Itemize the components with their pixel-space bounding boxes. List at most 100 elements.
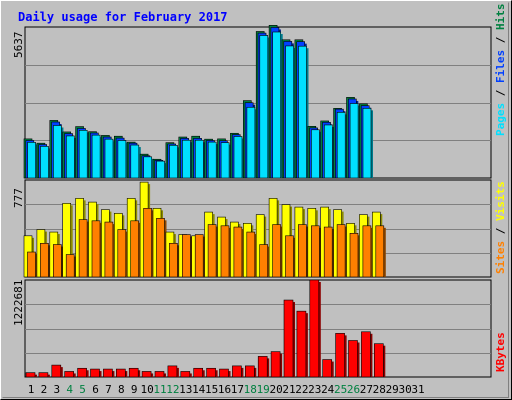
bar-kbytes-day-3-shadow [60,367,63,377]
bar-kbytes-day-26-face [348,340,358,378]
bar-kbytes-day-3 [51,364,63,378]
bar-kbytes-day-23 [309,279,321,378]
bar-sites-day-5-face [78,219,88,278]
bar-kbytes-day-14-shadow [202,370,205,377]
legend-kbytes: KBytes [494,332,507,372]
bar-kbytes-day-16 [219,368,231,378]
bar-sites-day-9-face [130,220,139,278]
x-tick-label-day-5: 5 [79,383,86,396]
bar-sites-day-10 [143,208,154,278]
bar-kbytes-day-20-face [270,351,281,378]
bar-kbytes-day-20-shadow [280,353,283,377]
bar-sites-day-17-shadow [241,229,244,277]
bar-pages-day-9-shadow [138,147,141,178]
bar-sites-day-5 [78,219,90,278]
bar-kbytes-day-2-face [38,372,49,378]
bar-sites-day-15-shadow [216,226,219,277]
bar-pages-day-15-face [207,141,217,179]
bar-kbytes-day-8 [116,368,128,378]
bar-pages-day-21-face [285,45,294,179]
bar-sites-day-7-face [104,221,114,278]
x-tick-label-day-10: 10 [140,383,153,396]
bar-sites-day-11 [156,218,167,278]
bar-pages-day-9 [130,144,141,179]
bar-pages-day-1 [27,142,38,179]
bar-sites-day-1-shadow [35,254,38,277]
x-tick-label-day-26: 26 [347,383,360,396]
y-max-label-visits: 777 [12,188,25,208]
bar-pages-day-25-face [336,112,346,179]
bar-sites-day-16-face [220,225,230,278]
bar-kbytes-day-4 [64,371,76,378]
bar-sites-day-16-shadow [229,227,231,277]
bar-sites-day-14-shadow [203,236,206,277]
x-tick-label-day-28: 28 [373,383,386,396]
x-tick-label-day-18: 18 [244,383,257,396]
bar-sites-day-20 [272,224,283,278]
bar-pages-day-20 [272,31,283,179]
bar-pages-day-24-face [323,124,333,179]
x-tick-label-day-9: 9 [131,383,138,396]
bar-sites-day-21 [285,235,296,278]
bar-kbytes-day-13-shadow [189,373,192,377]
bar-kbytes-day-22 [296,310,308,378]
bar-sites-day-15-face [207,224,217,278]
bar-pages-day-20-face [272,31,282,179]
bar-pages-day-26 [349,103,361,179]
bar-pages-day-13-shadow [190,142,193,178]
bar-kbytes-day-9-shadow [138,370,141,377]
bar-kbytes-day-28 [373,343,386,378]
bar-sites-day-6-face [91,220,101,278]
bar-pages-day-21 [285,45,296,179]
x-tick-label-day-8: 8 [118,383,125,396]
x-tick-label-day-27: 27 [360,383,373,396]
bar-kbytes-day-25-shadow [344,335,347,377]
bar-sites-day-27-shadow [370,227,373,277]
bar-kbytes-day-22-face [296,310,307,378]
bar-kbytes-day-28-shadow [383,345,386,377]
bar-pages-day-8 [117,140,128,179]
bar-kbytes-day-17-shadow [241,367,244,377]
chart-title: Daily usage for February 2017 [18,10,228,24]
bar-pages-day-23-shadow [319,131,322,178]
bar-pages-day-5 [78,130,90,179]
bar-pages-day-11 [156,160,167,179]
bar-kbytes-day-12 [167,365,179,378]
bar-kbytes-day-1-face [25,372,36,378]
bar-pages-day-13 [182,139,193,179]
bar-sites-day-10-shadow [151,210,154,277]
bar-pages-day-11-face [156,160,165,179]
bar-kbytes-day-26 [348,340,360,378]
bar-sites-day-28-shadow [383,227,386,277]
bar-kbytes-day-1-shadow [35,374,37,377]
bar-kbytes-day-8-shadow [125,371,128,377]
bar-pages-day-23 [311,129,322,179]
bar-sites-day-3-shadow [61,246,64,277]
bar-pages-day-10-face [143,156,152,179]
bar-pages-day-13-face [182,139,191,179]
bar-kbytes-day-21-face [283,299,294,378]
bar-kbytes-day-19-face [257,356,268,378]
bar-kbytes-day-15 [206,367,218,378]
bar-kbytes-day-17-face [232,365,242,378]
bar-kbytes-day-20 [270,351,283,378]
bar-pages-day-9-face [130,144,140,179]
bar-sites-day-20-shadow [280,226,283,277]
bar-sites-day-17 [233,226,244,278]
bar-kbytes-day-10-shadow [151,373,154,377]
bar-sites-day-8 [117,229,128,278]
legend-entry-files: Files [494,50,507,83]
bar-sites-day-1-face [27,251,36,278]
bar-sites-day-2-shadow [48,245,51,277]
bar-sites-day-2 [40,242,51,278]
bar-pages-day-22-shadow [306,48,309,178]
bar-kbytes-day-16-face [219,368,229,378]
bar-sites-day-24-shadow [332,229,335,277]
bar-sites-day-3-face [52,244,62,278]
bar-pages-day-27 [362,108,373,179]
bar-visits-day-4-shadow [70,205,73,277]
bar-kbytes-day-7-face [103,368,113,378]
bar-pages-day-17-shadow [242,138,244,178]
bar-kbytes-day-18 [245,365,257,378]
bar-sites-day-11-face [156,218,165,278]
